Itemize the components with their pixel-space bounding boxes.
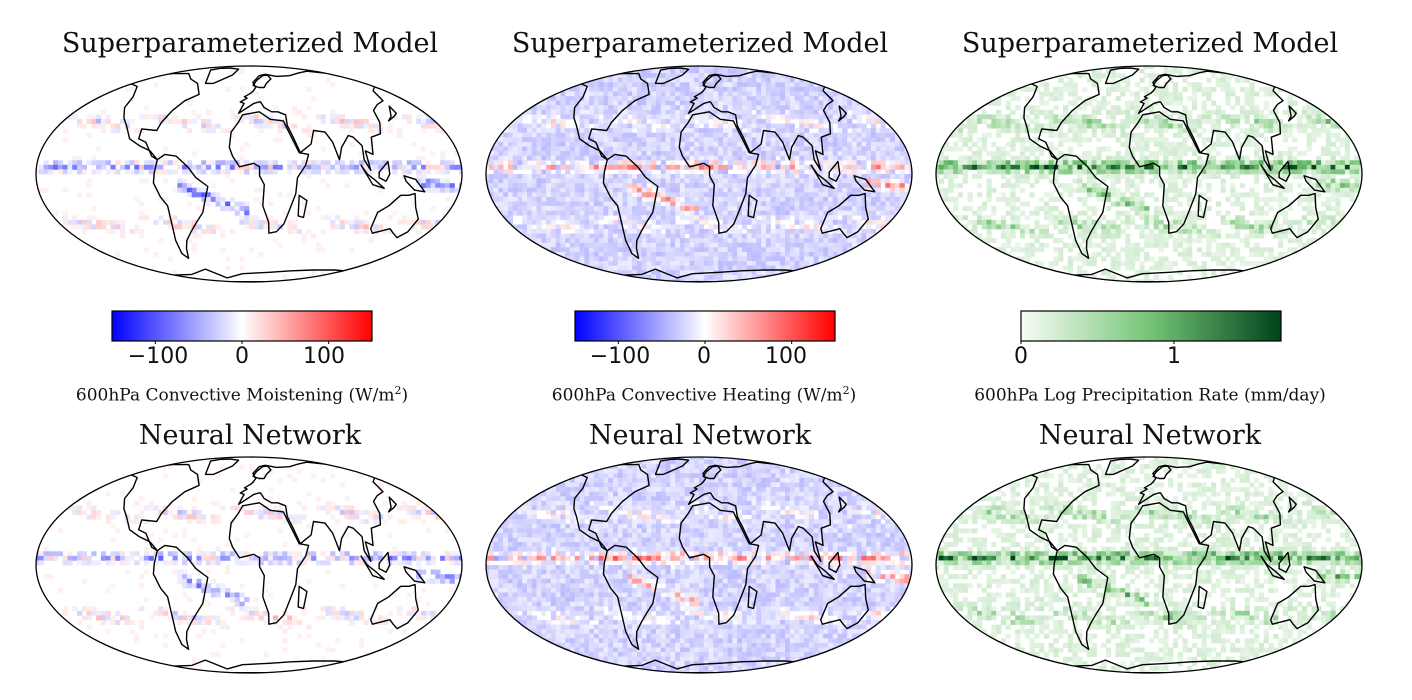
panel-title-r0c1: Superparameterized Model [511, 28, 889, 59]
colorbar-moistening-label: 600hPa Convective Moistening (W/m2) [75, 384, 409, 406]
map-heating-sp [485, 65, 913, 283]
colorbar-precip-tick: 1 [1167, 344, 1181, 369]
colorbar-moistening-tick: 0 [235, 344, 249, 369]
colorbar-heating-tick: 0 [697, 344, 711, 369]
colorbar-moistening-tick: 100 [303, 344, 345, 369]
panel-title-r0c2: Superparameterized Model [961, 28, 1339, 59]
colorbar-heating-label: 600hPa Convective Heating (W/m2) [551, 384, 857, 406]
map-heating-nn [485, 456, 913, 674]
colorbar-heating [574, 310, 836, 344]
map-moistening-sp [35, 65, 463, 283]
panel-title-r1c2: Neural Network [1038, 420, 1262, 451]
panel-title-r1c0: Neural Network [138, 420, 362, 451]
map-moistening-nn [35, 456, 463, 674]
panel-title-r1c1: Neural Network [588, 420, 812, 451]
colorbar-heating-tick: 100 [765, 344, 807, 369]
panel-title-r0c0: Superparameterized Model [61, 28, 439, 59]
map-precip-sp [935, 65, 1363, 283]
colorbar-heating-tick: −100 [589, 344, 651, 369]
colorbar-moistening [111, 310, 373, 344]
map-precip-nn [935, 456, 1363, 674]
colorbar-precip [1020, 310, 1282, 344]
colorbar-moistening-tick: −100 [127, 344, 189, 369]
colorbar-precip-label: 600hPa Log Precipitation Rate (mm/day) [974, 385, 1326, 406]
colorbar-precip-tick: 0 [1014, 344, 1028, 369]
